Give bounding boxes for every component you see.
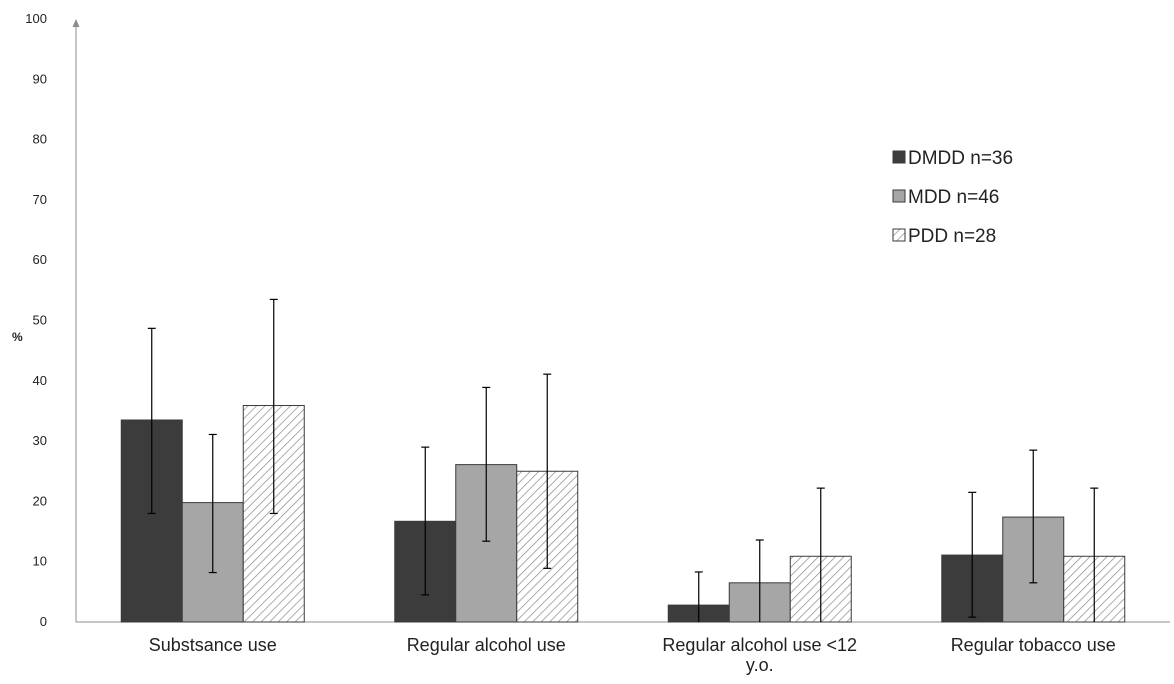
y-tick-label: 20	[33, 493, 47, 508]
category-label: Regular tobacco use	[951, 635, 1116, 655]
y-tick-label: 30	[33, 433, 47, 448]
y-tick-label: 70	[33, 192, 47, 207]
category-label: Regular alcohol use <12	[662, 635, 857, 655]
axis-labels: 0 10 20 30 40 50 60 70 80 90 100% Substsance use Reg…	[12, 11, 1116, 675]
category-label: Substsance use	[149, 635, 277, 655]
legend-swatch	[892, 189, 906, 203]
y-tick-label: 90	[33, 71, 47, 86]
y-tick-label: 100	[25, 11, 47, 26]
legend-swatch	[892, 150, 906, 164]
y-tick-label: 60	[33, 252, 47, 267]
y-tick-label: 0	[40, 614, 47, 629]
legend-label: DMDD n=36	[908, 148, 1013, 169]
error-bars	[147, 298, 1099, 622]
legend-label: PDD n=28	[908, 226, 996, 247]
y-tick-label: 80	[33, 132, 47, 147]
y-axis-arrow	[72, 19, 80, 27]
y-tick-label: 50	[33, 313, 47, 328]
category-label: y.o.	[746, 655, 774, 675]
legend-swatch	[892, 228, 906, 242]
y-tick-label: 40	[33, 373, 47, 388]
y-axis-label: %	[12, 330, 23, 344]
category-label: Regular alcohol use	[407, 635, 566, 655]
legend-label: MDD n=46	[908, 187, 999, 208]
y-tick-label: 10	[33, 554, 47, 569]
legend: DMDD n=36 MDD n=46 PDD n=28	[892, 148, 1013, 247]
